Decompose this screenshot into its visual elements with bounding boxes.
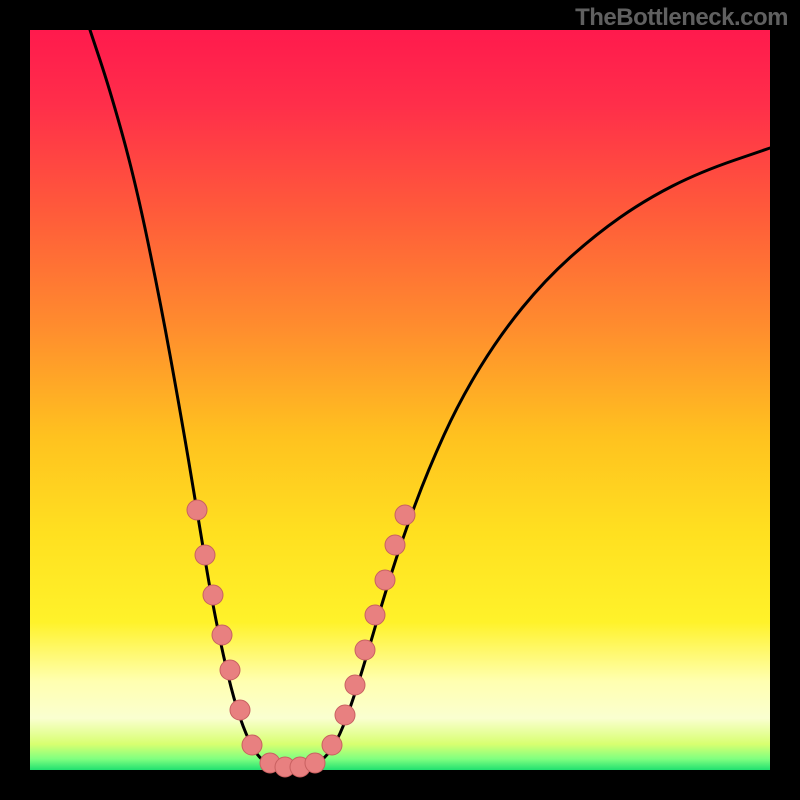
- watermark-text: TheBottleneck.com: [575, 4, 788, 32]
- data-marker: [203, 585, 223, 605]
- data-marker: [395, 505, 415, 525]
- bottleneck-curve-chart: [0, 0, 800, 800]
- data-marker: [385, 535, 405, 555]
- data-marker: [365, 605, 385, 625]
- data-marker: [335, 705, 355, 725]
- data-marker: [345, 675, 365, 695]
- data-marker: [187, 500, 207, 520]
- data-marker: [212, 625, 232, 645]
- plot-gradient-area: [30, 30, 770, 770]
- chart-container: TheBottleneck.com: [0, 0, 800, 800]
- data-marker: [230, 700, 250, 720]
- data-marker: [375, 570, 395, 590]
- data-marker: [322, 735, 342, 755]
- data-marker: [195, 545, 215, 565]
- data-marker: [305, 753, 325, 773]
- data-marker: [355, 640, 375, 660]
- data-marker: [220, 660, 240, 680]
- data-marker: [242, 735, 262, 755]
